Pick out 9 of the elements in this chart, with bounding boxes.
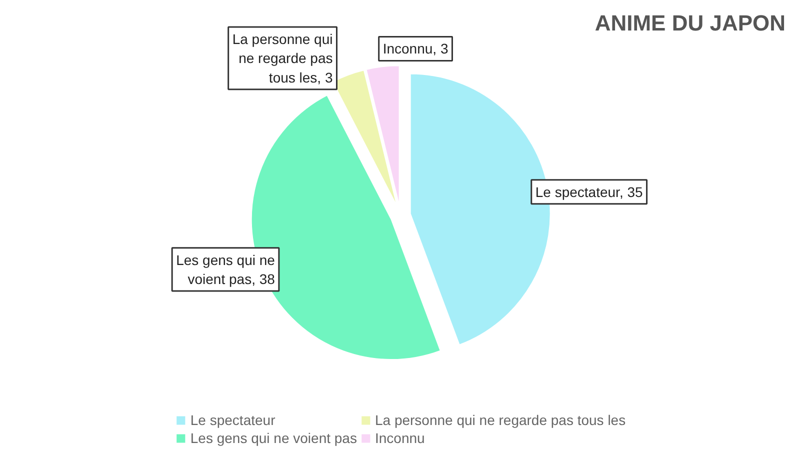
legend-label: La personne qui ne regarde pas tous les [374,412,626,428]
text: ANIME DU JAPON [594,10,786,36]
legend-label: Inconnu [374,430,425,446]
data-label: Inconnu, 3 [382,40,448,57]
legend-label: Le spectateur [190,412,276,428]
legend-label: Les gens qui ne voient pas [190,430,357,446]
data-label: La personne qui ne regarde pas tous les, 3 [232,30,333,86]
data-label: Le spectateur, 35 [535,184,644,200]
data-label: Les gens qui ne voient pas, 38 [176,252,276,288]
